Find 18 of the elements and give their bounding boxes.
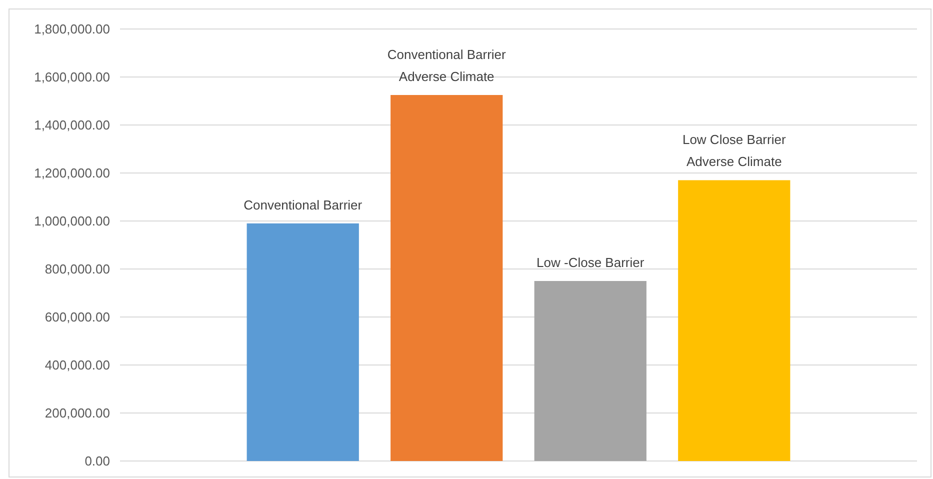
y-tick-label: 1,200,000.00 — [34, 166, 110, 181]
y-tick-label: 200,000.00 — [44, 406, 110, 421]
y-tick-label: 0.00 — [84, 454, 110, 469]
bar — [246, 223, 359, 461]
bar — [390, 95, 503, 461]
bar — [678, 180, 790, 461]
y-tick-label: 1,800,000.00 — [34, 22, 110, 37]
y-tick-label: 400,000.00 — [44, 358, 110, 373]
series-label: Conventional Barrier — [244, 197, 363, 212]
y-tick-label: 600,000.00 — [44, 310, 110, 325]
y-tick-label: 800,000.00 — [44, 262, 110, 277]
y-tick-label: 1,000,000.00 — [34, 214, 110, 229]
y-tick-label: 1,400,000.00 — [34, 118, 110, 133]
bar — [534, 281, 646, 461]
series-label: Low -Close Barrier — [536, 255, 645, 270]
series-label: Low Close Barrier Adverse Climate — [682, 132, 786, 170]
series-label: Conventional Barrier Adverse Climate — [387, 47, 507, 84]
y-tick-label: 1,600,000.00 — [34, 70, 110, 85]
